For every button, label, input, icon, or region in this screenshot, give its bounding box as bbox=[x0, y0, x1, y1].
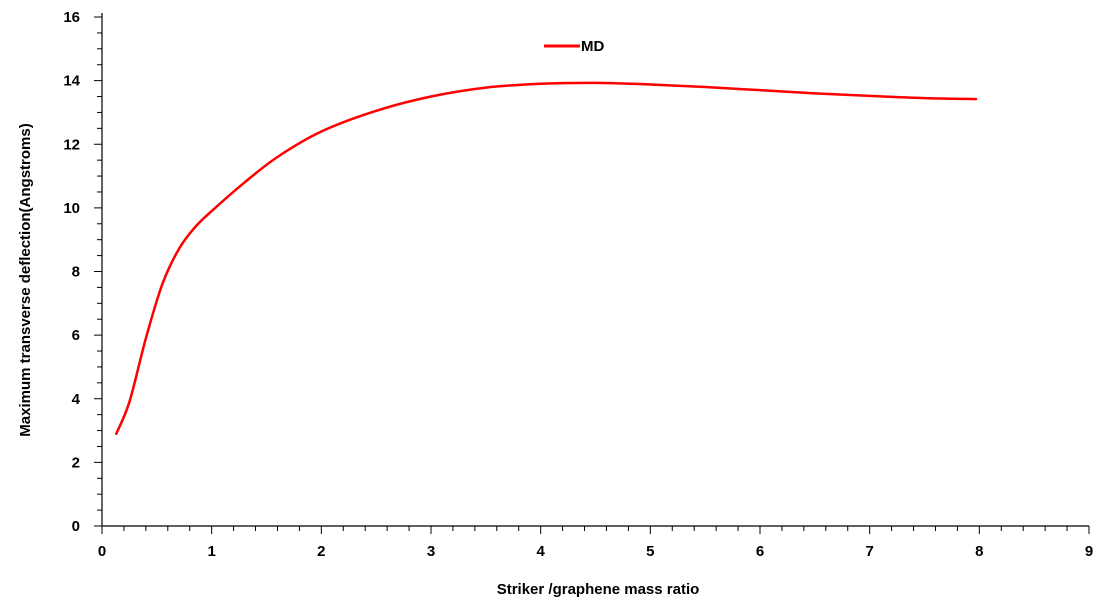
legend-label-md: MD bbox=[581, 38, 604, 55]
x-tick-labels: 0 1 2 3 4 5 6 7 8 9 bbox=[98, 543, 1093, 560]
x-tick-label: 3 bbox=[427, 543, 435, 560]
x-tick-label: 0 bbox=[98, 543, 106, 560]
y-tick-label: 14 bbox=[63, 73, 80, 90]
x-tick-label: 5 bbox=[646, 543, 654, 560]
major-ticks bbox=[94, 16, 1090, 534]
y-tick-label: 10 bbox=[63, 200, 80, 217]
y-tick-label: 12 bbox=[63, 136, 80, 153]
x-tick-label: 6 bbox=[756, 543, 764, 560]
minor-ticks bbox=[97, 32, 1068, 531]
y-tick-label: 6 bbox=[72, 327, 80, 344]
y-tick-label: 16 bbox=[63, 9, 80, 26]
legend: MD bbox=[544, 38, 604, 55]
x-tick-label: 2 bbox=[317, 543, 325, 560]
x-tick-label: 4 bbox=[536, 543, 545, 560]
x-axis-title: Striker /graphene mass ratio bbox=[497, 581, 700, 598]
y-tick-label: 4 bbox=[72, 391, 81, 408]
y-tick-labels: 0 2 4 6 8 10 12 14 16 bbox=[63, 9, 80, 535]
series-group bbox=[115, 81, 978, 435]
y-axis-title: Maximum transverse deflection(Angstroms) bbox=[17, 123, 34, 436]
x-tick-label: 1 bbox=[207, 543, 215, 560]
x-tick-label: 8 bbox=[975, 543, 983, 560]
y-tick-label: 2 bbox=[72, 454, 80, 471]
x-tick-label: 7 bbox=[865, 543, 873, 560]
series-line-md bbox=[115, 81, 978, 435]
y-tick-label: 0 bbox=[72, 518, 80, 535]
y-tick-label: 8 bbox=[72, 264, 80, 281]
x-tick-label: 9 bbox=[1085, 543, 1093, 560]
